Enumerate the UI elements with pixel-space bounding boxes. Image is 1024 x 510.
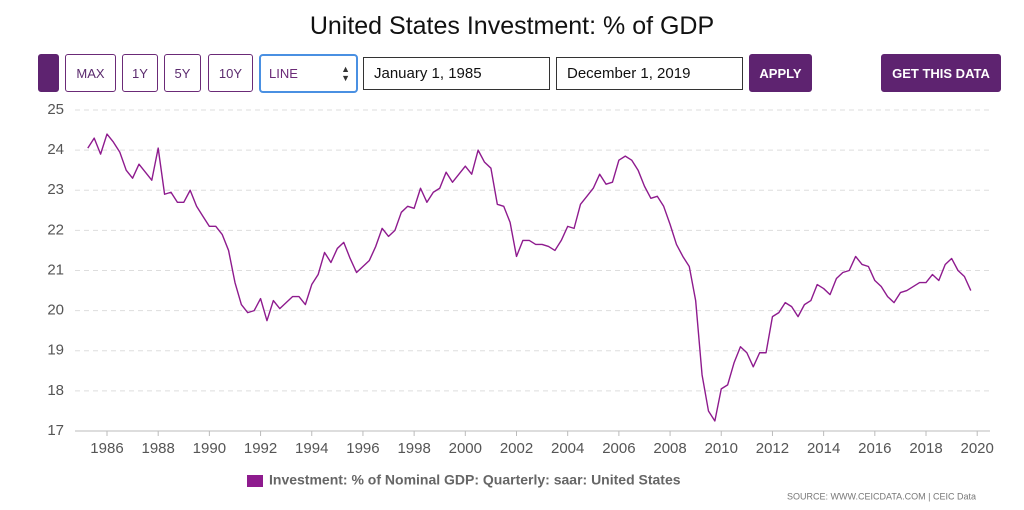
- select-arrow: ▲ ▼: [341, 64, 350, 83]
- x-tick-label: 2010: [705, 440, 738, 457]
- range-button[interactable]: 5Y: [164, 54, 201, 92]
- chart-title: United States Investment: % of GDP: [309, 12, 715, 40]
- x-tick-label: 2006: [602, 440, 635, 457]
- y-tick-label: 18: [47, 382, 64, 399]
- x-tick-label: 2014: [807, 440, 840, 457]
- range-button[interactable]: MAX: [65, 54, 116, 92]
- apply-button[interactable]: APPLY: [749, 54, 812, 92]
- x-tick-label: 1994: [295, 440, 328, 457]
- source: SOURCE: WWW.CEICDATA.COM | CEIC Data: [787, 491, 976, 501]
- legend-label: Investment: % of Nominal GDP: Quarterly:…: [269, 472, 681, 488]
- x-tick-label: 1990: [193, 440, 226, 457]
- x-tick-label: 2000: [449, 440, 482, 457]
- x-tick-label: 2004: [551, 440, 584, 457]
- select-text: LINE: [269, 66, 298, 81]
- range-button[interactable]: 10Y: [208, 54, 253, 92]
- x-tick-label: 2002: [500, 440, 533, 457]
- x-tick-label: 1988: [141, 440, 174, 457]
- y-tick-label: 20: [47, 302, 64, 319]
- range-button[interactable]: 1Y: [122, 54, 158, 92]
- y-tick-label: 22: [47, 221, 64, 238]
- y-tick-label: 21: [47, 261, 64, 278]
- x-tick-label: 1998: [397, 440, 430, 457]
- x-tick-label: 2016: [858, 440, 891, 457]
- legend-swatch: [247, 475, 263, 487]
- get-data-button[interactable]: GET THIS DATA: [881, 54, 1001, 92]
- x-tick-label: 2020: [961, 440, 994, 457]
- y-tick-label: 24: [47, 141, 64, 158]
- y-tick-label: 19: [47, 342, 64, 359]
- y-tick-label: 25: [47, 101, 64, 118]
- x-tick-label: 2018: [909, 440, 942, 457]
- x-tick-label: 1996: [346, 440, 379, 457]
- x-tick-label: 2012: [756, 440, 789, 457]
- start-date[interactable]: January 1, 1985: [363, 57, 550, 90]
- x-tick-label: 2008: [653, 440, 686, 457]
- x-tick-label: 1986: [90, 440, 123, 457]
- y-tick-label: 23: [47, 181, 64, 198]
- series-line: [87, 133, 972, 422]
- end-date[interactable]: December 1, 2019: [556, 57, 743, 90]
- menu-button[interactable]: [38, 54, 59, 92]
- y-tick-label: 17: [47, 422, 64, 439]
- chart-kind-select[interactable]: LINE ▲ ▼: [259, 54, 358, 93]
- x-tick-label: 1992: [244, 440, 277, 457]
